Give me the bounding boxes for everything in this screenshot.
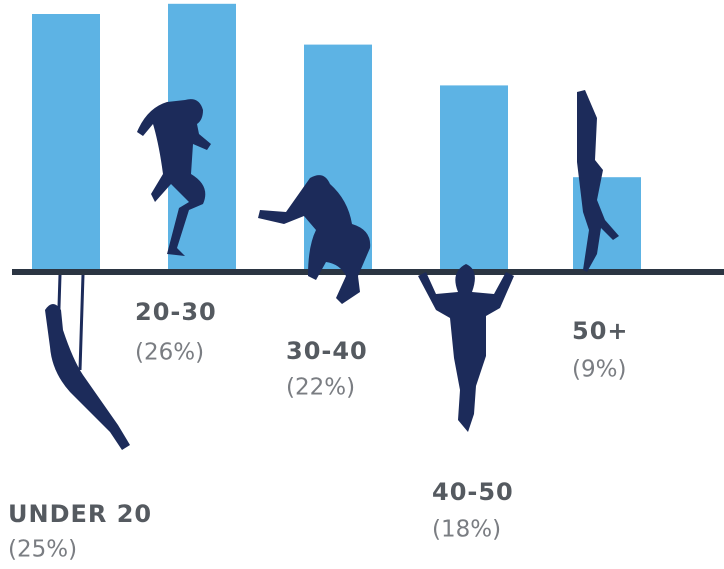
value-label: (25%) [8, 537, 77, 563]
ring-strap [78, 274, 85, 371]
labels: UNDER 20 (25%) 20-30 (26%) 30-40 (22%) 40-50 (1… [8, 298, 629, 563]
value-label: (18%) [432, 517, 501, 543]
figure-rings [45, 304, 130, 450]
figure-runner [137, 99, 211, 256]
bar [32, 14, 100, 269]
category-label: 40-50 [432, 478, 514, 506]
figure-handstand [577, 90, 619, 272]
figure-squatter [258, 175, 371, 304]
figure-pullup [418, 264, 514, 432]
category-label: 30-40 [286, 337, 368, 365]
value-label: (9%) [572, 357, 626, 383]
category-label: 50+ [572, 317, 629, 345]
bar [440, 85, 508, 270]
category-label: 20-30 [135, 298, 217, 326]
value-label: (26%) [135, 340, 204, 366]
value-label: (22%) [286, 375, 355, 401]
baseline [12, 269, 724, 275]
category-label: UNDER 20 [8, 500, 152, 528]
silhouettes [45, 90, 619, 450]
